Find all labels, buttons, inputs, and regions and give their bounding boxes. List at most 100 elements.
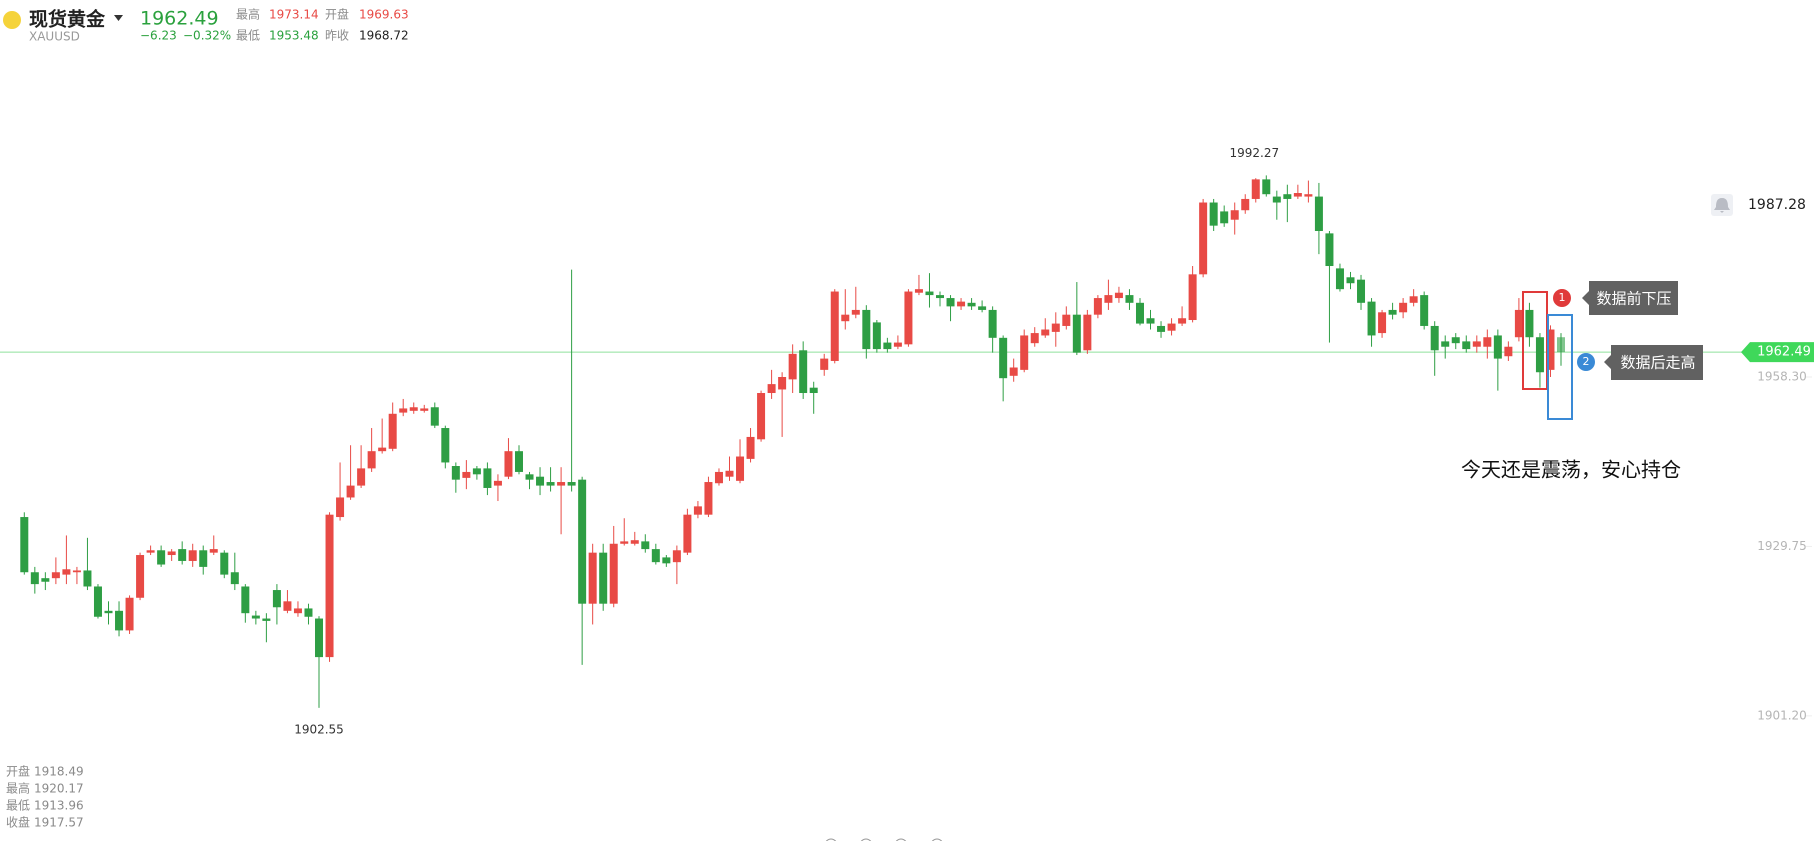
candle-body: [157, 550, 166, 565]
candle-body: [925, 291, 934, 296]
info-value: 1913.96: [34, 799, 84, 813]
candle-body: [209, 549, 218, 553]
candle-body: [388, 413, 397, 449]
candle-body: [1030, 333, 1039, 344]
candle-body: [1378, 312, 1387, 334]
header: 现货黄金 XAUUSD 1962.49 −6.23 −0.32% 最高 1973…: [3, 7, 409, 44]
candle-body: [567, 482, 576, 486]
candle-body: [936, 295, 945, 299]
symbol-icon: [3, 11, 21, 29]
candle-body: [93, 586, 102, 617]
candle-body: [862, 309, 871, 350]
candle-body: [1293, 193, 1302, 197]
candle-body: [1093, 298, 1102, 315]
pager-dot[interactable]: [825, 838, 837, 841]
change-pct: −0.32%: [183, 29, 231, 43]
candle-body: [872, 322, 881, 350]
candle-body: [778, 376, 787, 390]
candle-body: [1146, 318, 1155, 324]
badge-number: 2: [1583, 355, 1590, 368]
candle-body: [304, 608, 313, 617]
candle-body: [115, 610, 124, 631]
candle-body: [914, 289, 923, 293]
candle-body: [1072, 314, 1081, 353]
instrument-name: 现货黄金: [29, 8, 106, 31]
candle-body: [1430, 325, 1439, 351]
info-label: 收盘: [6, 815, 30, 830]
candle-body: [430, 407, 439, 426]
candle-body: [851, 309, 860, 315]
candle-body: [483, 468, 492, 488]
candle-body: [1209, 202, 1218, 226]
candle-body: [1504, 346, 1513, 357]
candle-body: [230, 572, 239, 585]
candle-body: [1220, 211, 1229, 224]
candle-body: [30, 572, 39, 585]
candle-body: [767, 384, 776, 394]
candle-body: [1083, 314, 1092, 351]
candle-body: [978, 306, 987, 310]
candle-body: [420, 408, 429, 411]
candle-body: [841, 314, 850, 322]
dropdown-arrow[interactable]: [114, 15, 123, 21]
stat-label: 最高: [236, 7, 260, 22]
callout-box: [1604, 345, 1703, 380]
last-price-label: 1962.49: [1757, 345, 1811, 360]
candle-body: [588, 552, 597, 604]
candle-body: [504, 451, 513, 477]
candle-body: [493, 480, 502, 486]
candle-body: [820, 358, 829, 370]
candle-body: [630, 540, 639, 544]
annotations: 1 数据前下压 2 数据后走高 今天还是震荡，安心持仓: [825, 281, 1703, 841]
info-label: 最低: [6, 799, 30, 813]
badge-number: 1: [1559, 291, 1566, 304]
pager-dots: [825, 838, 943, 841]
candle-body: [1367, 301, 1376, 336]
stat-value: 1973.14: [269, 8, 319, 22]
pager-dot[interactable]: [860, 838, 872, 841]
candle-body: [1283, 194, 1292, 199]
callout-text: 数据前下压: [1596, 290, 1671, 308]
candle-body: [1167, 323, 1176, 331]
candle-body: [1041, 329, 1050, 336]
candle-body: [251, 615, 260, 619]
candle-body: [1420, 295, 1429, 326]
candle-body: [1104, 295, 1113, 303]
pager-dot[interactable]: [931, 838, 943, 841]
candle-body: [662, 557, 671, 564]
candle-body: [999, 337, 1008, 379]
change: −6.23: [140, 29, 177, 43]
pager-dot[interactable]: [895, 838, 907, 841]
candle-body: [220, 552, 229, 575]
candle-body: [1451, 337, 1460, 344]
candle-body: [1346, 277, 1355, 284]
candle-body: [1230, 210, 1239, 220]
candle-body: [41, 578, 50, 582]
alert-price: 1987.28: [1748, 197, 1806, 213]
stat-label: 开盘: [325, 7, 349, 22]
candle-body: [1314, 196, 1323, 232]
candle-body: [1272, 196, 1281, 203]
stat-value: 1953.48: [269, 29, 319, 43]
candle-body: [1062, 314, 1071, 326]
candle-body: [883, 342, 892, 350]
candle-body: [1125, 295, 1134, 303]
candle-body: [136, 555, 145, 598]
candle-body: [451, 466, 460, 480]
last-price: 1962.49: [140, 8, 219, 30]
candle-body: [83, 570, 92, 587]
candle-body: [514, 451, 523, 472]
candle-body: [409, 407, 418, 411]
min-label: 1902.55: [294, 722, 344, 736]
candle-body: [1388, 309, 1397, 315]
candle-body: [272, 590, 281, 608]
candle-body: [651, 549, 660, 563]
info-label: 开盘: [6, 764, 30, 779]
candle-body: [1241, 198, 1250, 211]
max-label: 1992.27: [1229, 146, 1279, 160]
candle-body: [1251, 179, 1260, 199]
candle-body: [799, 350, 808, 394]
candle-body: [578, 479, 587, 604]
candle-body: [1051, 323, 1060, 332]
